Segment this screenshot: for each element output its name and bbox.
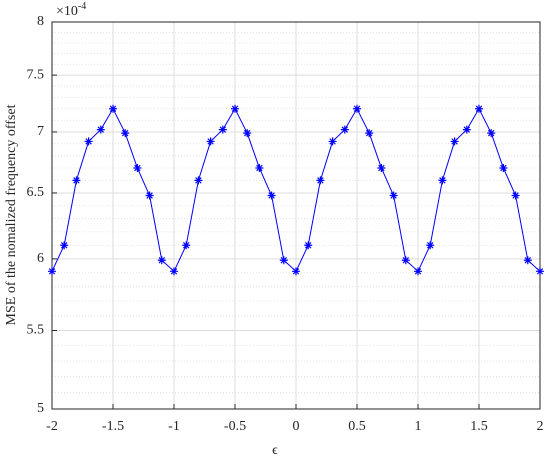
x-tick-label: 2 [537,419,544,434]
marker [194,176,203,185]
x-tick-label: -1 [168,419,180,434]
marker [353,104,361,113]
marker [170,267,178,276]
x-tick-label: 0 [293,419,300,434]
marker [72,176,81,185]
marker [157,256,166,265]
marker [414,267,422,276]
marker [511,191,520,200]
x-tick-label: 1 [415,419,422,434]
marker [499,164,508,173]
y-multiplier-base: ×10 [56,4,78,19]
marker [536,267,544,276]
marker [401,256,410,265]
y-tick-label: 6 [37,251,44,266]
y-tick-label: 6.5 [27,185,45,200]
x-tick-label: -0.5 [224,419,246,434]
marker [231,104,239,113]
y-multiplier: ×10-4 [56,1,86,19]
x-tick-label: 1.5 [470,419,488,434]
marker [218,125,227,134]
marker [84,137,93,146]
marker [182,241,191,250]
marker [109,104,117,113]
y-tick-label: 7 [37,124,44,139]
marker [96,125,105,134]
marker [475,104,483,113]
x-tick-label: -2 [46,419,58,434]
marker [121,129,130,138]
marker [206,137,215,146]
marker [487,129,496,138]
x-tick-label: -1.5 [102,419,124,434]
marker [304,241,313,250]
y-tick-label: 5.5 [27,323,45,338]
x-tick-label: 0.5 [348,419,366,434]
y-tick-label: 7.5 [27,67,45,82]
marker [438,176,447,185]
marker [243,129,252,138]
marker [48,267,56,276]
marker [60,241,69,250]
marker [316,176,325,185]
marker [377,164,386,173]
marker [279,256,288,265]
x-axis-label: ϵ [272,443,278,458]
axes-box [51,21,541,410]
marker [450,137,459,146]
marker [523,256,532,265]
marker [145,191,154,200]
marker [426,241,435,250]
marker [340,125,349,134]
marker [462,125,471,134]
y-tick-label: 5 [37,401,44,416]
marker [389,191,398,200]
marker [267,191,276,200]
y-tick-label: 8 [37,14,44,29]
marker [292,267,300,276]
marker [328,137,337,146]
marker [255,164,264,173]
marker [365,129,374,138]
y-multiplier-exponent: -4 [78,1,86,12]
marker [133,164,142,173]
y-axis-label: MSE of the nomalized frequency offset [4,104,19,325]
